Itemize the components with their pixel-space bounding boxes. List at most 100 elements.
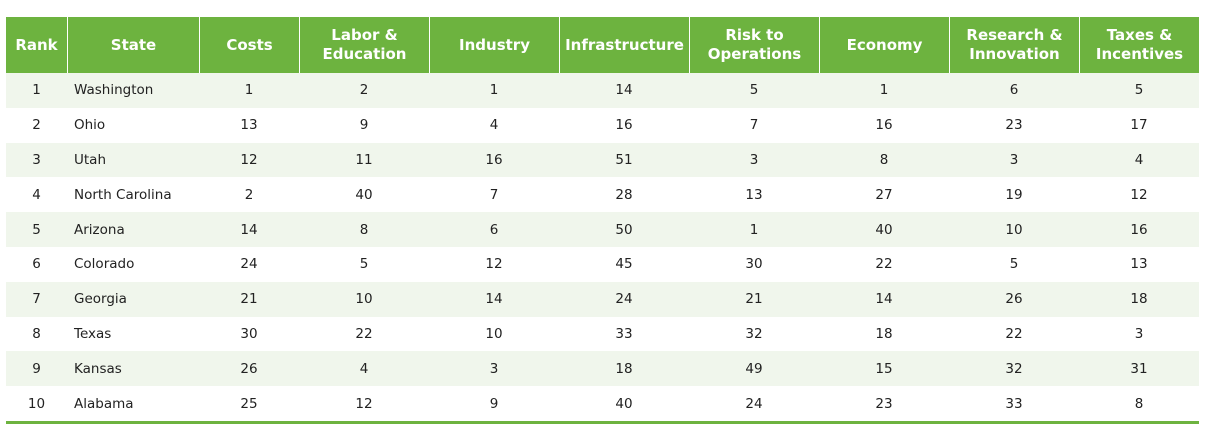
table-row: 4 North Carolina 2 40 7 28 13 27 19 12 [6,177,1199,213]
cell-risk-to-operations: 7 [689,107,819,143]
cell-industry: 14 [429,281,559,317]
header-rank: Rank [6,17,67,73]
rankings-table-container: Rank State Costs Labor & Education Industry In… [6,17,1199,424]
header-risk-to-operations-line: Operations [707,45,802,63]
cell-infrastructure: 45 [559,246,689,282]
cell-infrastructure: 18 [559,351,689,387]
cell-costs: 26 [199,351,299,387]
header-state: State [67,17,199,73]
cell-state: Washington [67,73,199,108]
cell-economy: 8 [819,142,949,178]
cell-state: Texas [67,316,199,352]
cell-state: Arizona [67,212,199,247]
cell-risk-to-operations: 30 [689,246,819,282]
cell-state: North Carolina [67,177,199,213]
cell-state: Ohio [67,107,199,143]
cell-economy: 23 [819,386,949,424]
cell-labor-education: 9 [299,107,429,143]
header-research-innovation-line: Innovation [969,45,1060,63]
header-industry-line: Industry [459,35,530,54]
cell-taxes-incentives: 16 [1079,212,1199,247]
header-labor-education-line: Education [322,45,407,63]
cell-risk-to-operations: 49 [689,351,819,387]
table-row: 9 Kansas 26 4 3 18 49 15 32 31 [6,351,1199,387]
header-economy-line: Economy [846,35,923,54]
cell-economy: 27 [819,177,949,213]
header-industry: Industry [429,17,559,73]
header-research-innovation: Research & Innovation [949,17,1079,73]
cell-costs: 1 [199,73,299,108]
cell-research-innovation: 22 [949,316,1079,352]
cell-infrastructure: 33 [559,316,689,352]
cell-taxes-incentives: 3 [1079,316,1199,352]
cell-costs: 21 [199,281,299,317]
cell-research-innovation: 6 [949,73,1079,108]
cell-risk-to-operations: 1 [689,212,819,247]
cell-infrastructure: 28 [559,177,689,213]
cell-research-innovation: 26 [949,281,1079,317]
header-taxes-incentives-line: Taxes & [1106,26,1173,44]
table-row: 6 Colorado 24 5 12 45 30 22 5 13 [6,246,1199,282]
cell-costs: 24 [199,246,299,282]
cell-rank: 8 [6,316,67,352]
cell-industry: 16 [429,142,559,178]
cell-labor-education: 5 [299,246,429,282]
cell-industry: 12 [429,246,559,282]
cell-labor-education: 8 [299,212,429,247]
cell-industry: 4 [429,107,559,143]
cell-economy: 22 [819,246,949,282]
table-body: 1 Washington 1 2 1 14 5 1 6 5 2 Ohio 13 9 4 16 7 16 23 17 3 U… [6,73,1199,424]
cell-infrastructure: 14 [559,73,689,108]
cell-taxes-incentives: 31 [1079,351,1199,387]
cell-economy: 14 [819,281,949,317]
state-rankings-table: Rank State Costs Labor & Education Industry In… [6,17,1199,424]
cell-risk-to-operations: 13 [689,177,819,213]
cell-rank: 4 [6,177,67,213]
cell-state: Colorado [67,246,199,282]
cell-research-innovation: 10 [949,212,1079,247]
cell-rank: 2 [6,107,67,143]
cell-state: Georgia [67,281,199,317]
cell-risk-to-operations: 5 [689,73,819,108]
cell-costs: 25 [199,386,299,424]
cell-rank: 7 [6,281,67,317]
cell-risk-to-operations: 21 [689,281,819,317]
table-row: 1 Washington 1 2 1 14 5 1 6 5 [6,73,1199,108]
cell-infrastructure: 51 [559,142,689,178]
cell-rank: 1 [6,73,67,108]
table-row: 7 Georgia 21 10 14 24 21 14 26 18 [6,281,1199,317]
cell-risk-to-operations: 24 [689,386,819,424]
cell-risk-to-operations: 32 [689,316,819,352]
cell-research-innovation: 5 [949,246,1079,282]
cell-rank: 10 [6,386,67,424]
cell-labor-education: 4 [299,351,429,387]
cell-industry: 9 [429,386,559,424]
cell-economy: 40 [819,212,949,247]
cell-costs: 30 [199,316,299,352]
cell-taxes-incentives: 5 [1079,73,1199,108]
cell-taxes-incentives: 8 [1079,386,1199,424]
cell-taxes-incentives: 12 [1079,177,1199,213]
cell-research-innovation: 32 [949,351,1079,387]
cell-labor-education: 22 [299,316,429,352]
cell-infrastructure: 40 [559,386,689,424]
header-taxes-incentives: Taxes & Incentives [1079,17,1199,73]
cell-economy: 18 [819,316,949,352]
header-row: Rank State Costs Labor & Education Industry In… [6,17,1199,73]
cell-research-innovation: 3 [949,142,1079,178]
header-risk-to-operations: Risk to Operations [689,17,819,73]
cell-costs: 13 [199,107,299,143]
cell-labor-education: 12 [299,386,429,424]
cell-costs: 14 [199,212,299,247]
table-row: 5 Arizona 14 8 6 50 1 40 10 16 [6,212,1199,247]
cell-infrastructure: 24 [559,281,689,317]
cell-labor-education: 2 [299,73,429,108]
cell-economy: 1 [819,73,949,108]
cell-research-innovation: 23 [949,107,1079,143]
cell-industry: 10 [429,316,559,352]
cell-state: Alabama [67,386,199,424]
cell-economy: 15 [819,351,949,387]
cell-rank: 9 [6,351,67,387]
cell-state: Utah [67,142,199,178]
header-risk-to-operations-line: Risk to [725,26,784,44]
